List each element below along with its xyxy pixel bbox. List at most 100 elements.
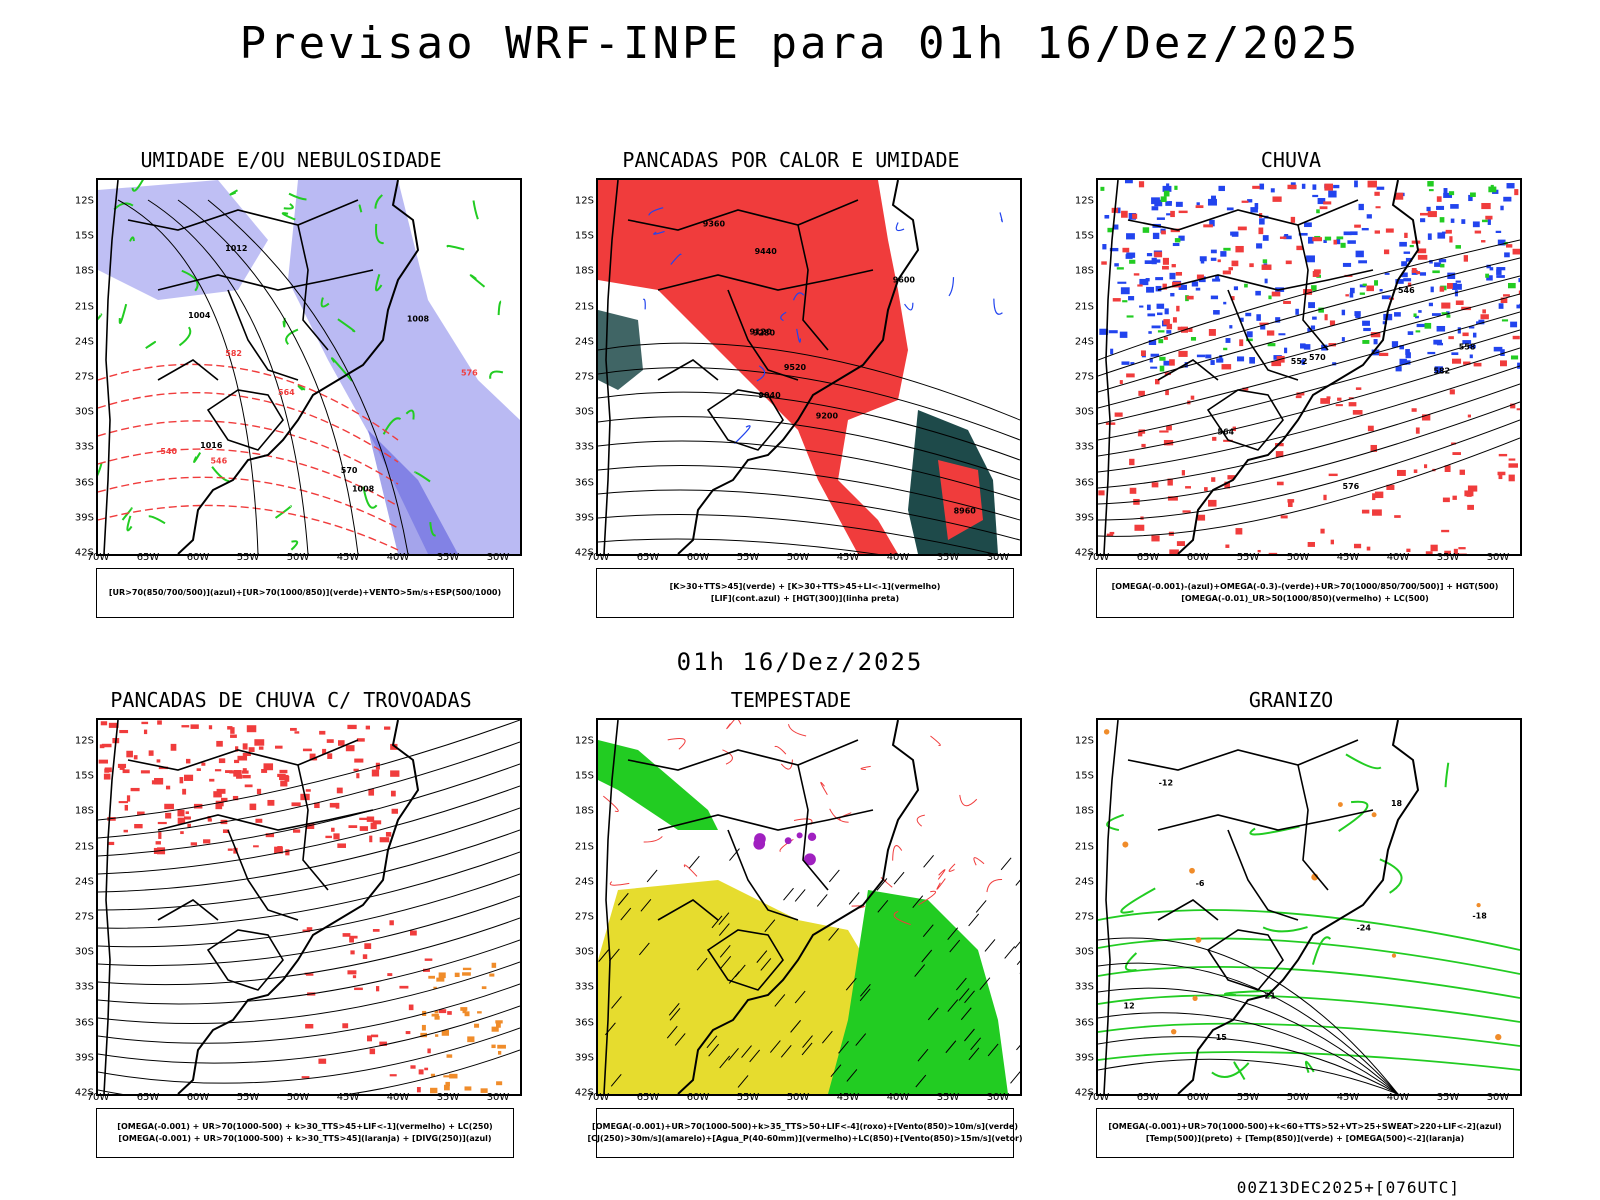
storm-area-orange — [449, 1073, 458, 1079]
rain-area-red — [1197, 514, 1206, 521]
storm-area-red — [280, 780, 288, 787]
lat-tick-label: 36S — [74, 1017, 94, 1029]
storm-area-red — [356, 738, 365, 742]
storm-area-red — [263, 763, 274, 771]
lon-tick-label: 60W — [186, 1092, 210, 1103]
storm-area-red — [177, 809, 185, 817]
hgt500-contour — [1098, 437, 1520, 537]
lat-tick-label: 27S — [1074, 371, 1094, 383]
omega-area-blue — [1443, 188, 1448, 194]
omega-area-blue — [1407, 331, 1414, 335]
hgt300-contour — [598, 514, 997, 554]
omega-area-blue — [1260, 323, 1266, 330]
humidity-contour-green — [129, 236, 135, 242]
map-panel-pancadas_calor: PANCADAS POR CALOR E UMIDADE 9600 9520 9440… — [556, 148, 1026, 638]
rain-area-red — [1497, 471, 1506, 476]
wind-vector — [987, 1043, 999, 1057]
wind-vector — [821, 1030, 833, 1044]
omega-area-green — [1267, 343, 1276, 347]
omega500-area-orange — [1495, 1033, 1502, 1041]
rain-area-red — [1330, 539, 1334, 545]
storm-area-orange — [462, 1008, 467, 1014]
rain-area-red — [1249, 263, 1254, 268]
storm-area-red — [359, 817, 370, 821]
humidity-contour-green — [281, 212, 296, 221]
lat-tick-label: 18S — [574, 805, 594, 817]
omega-area-blue — [1205, 354, 1212, 359]
storm-area-red — [233, 769, 242, 777]
omega-area-blue — [1446, 311, 1450, 315]
rain-area-red — [1138, 181, 1145, 188]
temp500-contour-black — [1098, 962, 1399, 1094]
wind-vector — [598, 949, 610, 962]
omega-area-blue — [1119, 331, 1128, 338]
omega-area-blue — [1363, 327, 1371, 332]
storm-area-red — [134, 823, 143, 829]
wind-vector — [801, 1042, 813, 1056]
omega-area-blue — [1461, 219, 1466, 224]
rain-area-red — [1257, 549, 1261, 553]
contour-label: 9040 — [758, 391, 781, 400]
omega-area-green — [1455, 245, 1461, 249]
omega-area-blue — [1207, 198, 1217, 206]
lon-tick-label: 55W — [736, 1092, 760, 1103]
wind-vector — [718, 912, 730, 925]
omega-area-blue — [1429, 259, 1433, 264]
lat-tick-label: 21S — [574, 301, 594, 313]
omega-area-blue — [1218, 185, 1225, 192]
rain-area-red — [1166, 425, 1172, 431]
wind-vector — [708, 1043, 720, 1057]
omega-area-green — [1362, 283, 1367, 287]
temp850-contour-green — [1249, 825, 1300, 836]
omega-area-blue — [1249, 357, 1256, 364]
storm-area-red — [370, 822, 377, 830]
rain-area-red — [1430, 544, 1438, 552]
wind-vector — [945, 1040, 957, 1054]
rain-area-red — [1165, 389, 1169, 396]
omega-area-blue — [1486, 275, 1493, 281]
storm-area-red — [369, 835, 373, 843]
rain-area-red — [1151, 482, 1159, 488]
rain-area-red — [1449, 389, 1455, 395]
rain-area-red — [1510, 403, 1516, 409]
rain-area-red — [1176, 305, 1180, 312]
coastline — [1177, 180, 1420, 554]
rain-area-red — [1383, 249, 1390, 255]
rain-area-red — [1324, 314, 1328, 321]
storm-area-red — [385, 831, 392, 837]
rain-area-red — [1203, 224, 1213, 228]
wind-vector — [947, 999, 959, 1012]
omega-area-blue — [1233, 286, 1239, 291]
rain-area-red — [1266, 330, 1275, 336]
omega-area-blue — [1163, 360, 1173, 366]
omega-area-blue — [1455, 280, 1461, 283]
latitude-axis: 12S 15S 18S 21S 24S 27S 30S 33S 36S 39S 42S — [1056, 718, 1096, 1099]
rain-area-red — [1448, 336, 1454, 340]
rain-area-red — [1480, 314, 1489, 320]
rain-area-red — [1112, 298, 1121, 302]
hgt500-contour — [1098, 383, 1520, 489]
storm-area-red — [375, 986, 380, 992]
storm-area-red — [314, 802, 320, 809]
omega-area-blue — [1443, 192, 1453, 198]
lat-tick-label: 27S — [574, 911, 594, 923]
contour-label: -12 — [1159, 779, 1173, 788]
omega-area-blue — [1496, 267, 1506, 271]
rain-area-red — [1129, 487, 1137, 494]
omega-area-blue — [1418, 310, 1422, 313]
page-title: Previsao WRF-INPE para 01h 16/Dez/2025 — [239, 18, 1361, 69]
humidity-contour-green — [337, 318, 356, 333]
rain-area-red — [1395, 192, 1404, 200]
country-border — [1227, 289, 1299, 381]
rain-area-red — [1283, 300, 1291, 304]
storm-area-red — [118, 801, 128, 804]
lat-tick-label: 36S — [574, 1017, 594, 1029]
country-border — [227, 829, 299, 921]
country-border — [157, 809, 374, 831]
storm-area-red — [242, 774, 251, 779]
lat-tick-label: 12S — [574, 735, 594, 747]
wind-vector — [927, 1007, 939, 1021]
rain-area-red — [1177, 326, 1182, 331]
storm-area-red — [356, 773, 360, 779]
omega-area-blue — [1146, 253, 1153, 257]
